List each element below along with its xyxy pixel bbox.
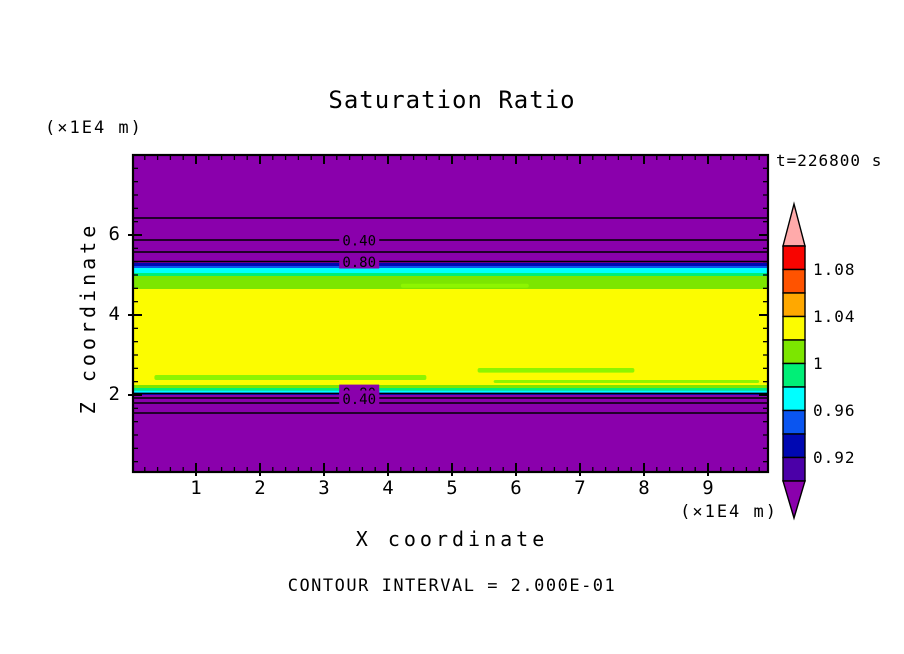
y-tick-label: 2	[108, 383, 120, 405]
x-tick-label: 4	[382, 477, 394, 499]
x-tick-label: 5	[446, 477, 458, 499]
colorbar	[782, 201, 806, 521]
colorbar-cell	[782, 409, 806, 435]
saturation-band	[133, 273, 768, 276]
colorbar-cell	[782, 245, 806, 271]
colorbar-cell	[782, 339, 806, 365]
contour-label-mask	[339, 232, 380, 247]
y-tick-label: 6	[108, 223, 120, 245]
colorbar-cell	[782, 292, 806, 318]
saturation-band	[133, 388, 768, 391]
colorbar-cell	[782, 315, 806, 341]
colorbar-tick-label: 0.92	[813, 447, 856, 467]
contour-label: 0.80	[342, 255, 376, 271]
saturation-streak	[154, 375, 427, 380]
saturation-band	[133, 289, 768, 385]
saturation-band	[133, 268, 768, 273]
saturation-band	[133, 395, 768, 472]
colorbar-cell	[782, 268, 806, 294]
x-tick-label: 7	[574, 477, 586, 499]
saturation-band	[133, 394, 768, 395]
chart-title: Saturation Ratio	[328, 86, 576, 114]
x-axis-unit-label: (×1E4 m)	[680, 502, 778, 522]
x-axis-title: X coordinate	[355, 527, 549, 551]
saturation-streak	[493, 380, 760, 383]
saturation-streak	[400, 283, 529, 288]
x-tick-label: 2	[254, 477, 266, 499]
x-tick-label: 1	[190, 477, 202, 499]
x-tick-label: 8	[638, 477, 650, 499]
x-tick-label: 6	[510, 477, 522, 499]
saturation-band	[133, 276, 768, 289]
colorbar-cell	[782, 456, 806, 482]
saturation-band	[133, 385, 768, 388]
contour-label: 0.40	[342, 392, 376, 408]
plot-border	[131, 153, 770, 474]
y-tick-label: 4	[108, 303, 120, 325]
contour-label: 0.40	[342, 234, 376, 250]
saturation-streak	[477, 368, 635, 373]
saturation-band	[133, 155, 768, 263]
colorbar-over-arrow	[782, 201, 806, 247]
saturation-band	[133, 266, 768, 268]
colorbar-cell	[782, 362, 806, 388]
colorbar-under-arrow	[782, 480, 806, 521]
time-annotation: t=226800 s	[776, 151, 883, 170]
saturation-band	[133, 390, 768, 393]
colorbar-tick-label: 0.96	[813, 400, 856, 420]
colorbar-tick-label: 1.04	[813, 306, 856, 326]
contour-interval-note: CONTOUR INTERVAL = 2.000E-01	[287, 576, 617, 596]
x-tick-label: 3	[318, 477, 330, 499]
contour-label-mask	[339, 390, 380, 406]
y-axis-unit-label: (×1E4 m)	[45, 118, 143, 138]
colorbar-tick-label: 1	[813, 353, 824, 373]
x-tick-label: 9	[702, 477, 714, 499]
saturation-band	[133, 263, 768, 266]
colorbar-tick-label: 1.08	[813, 259, 856, 279]
colorbar-cell	[782, 386, 806, 412]
contour-label-mask	[339, 253, 380, 269]
contour-plot: 0.400.800.800.40	[128, 153, 770, 476]
colorbar-cell	[782, 433, 806, 459]
